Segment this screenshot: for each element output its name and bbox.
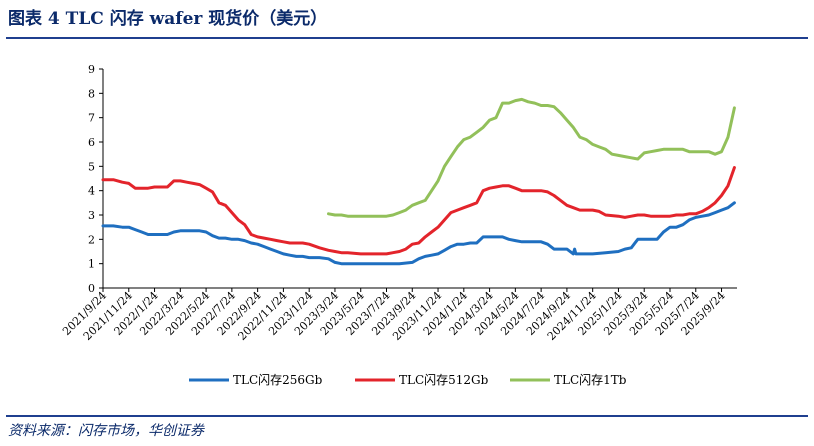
top-rule — [6, 37, 808, 39]
y-tick-label: 7 — [88, 112, 95, 125]
y-tick-label: 5 — [88, 160, 95, 173]
y-tick-label: 3 — [88, 209, 95, 222]
y-tick-label: 2 — [88, 233, 95, 246]
y-tick-label: 4 — [88, 185, 95, 198]
legend-label-2: TLC闪存512Gb — [399, 373, 489, 387]
y-tick-label: 0 — [88, 282, 95, 295]
y-tick-label: 8 — [88, 87, 95, 100]
series-line-3 — [327, 97, 736, 218]
legend-label-3: TLC闪存1Tb — [554, 373, 627, 387]
series-line-2 — [101, 166, 736, 256]
source-note: 资料来源：闪存市场，华创证券 — [8, 423, 204, 439]
y-tick-label: 6 — [88, 136, 95, 149]
chart-title: 图表 4 TLC 闪存 wafer 现货价（美元） — [8, 9, 328, 29]
legend-label-1: TLC闪存256Gb — [233, 373, 323, 387]
y-tick-label: 1 — [88, 258, 95, 271]
bottom-rule — [6, 415, 808, 417]
y-tick-label: 9 — [88, 63, 95, 76]
series-line-1 — [101, 201, 736, 266]
